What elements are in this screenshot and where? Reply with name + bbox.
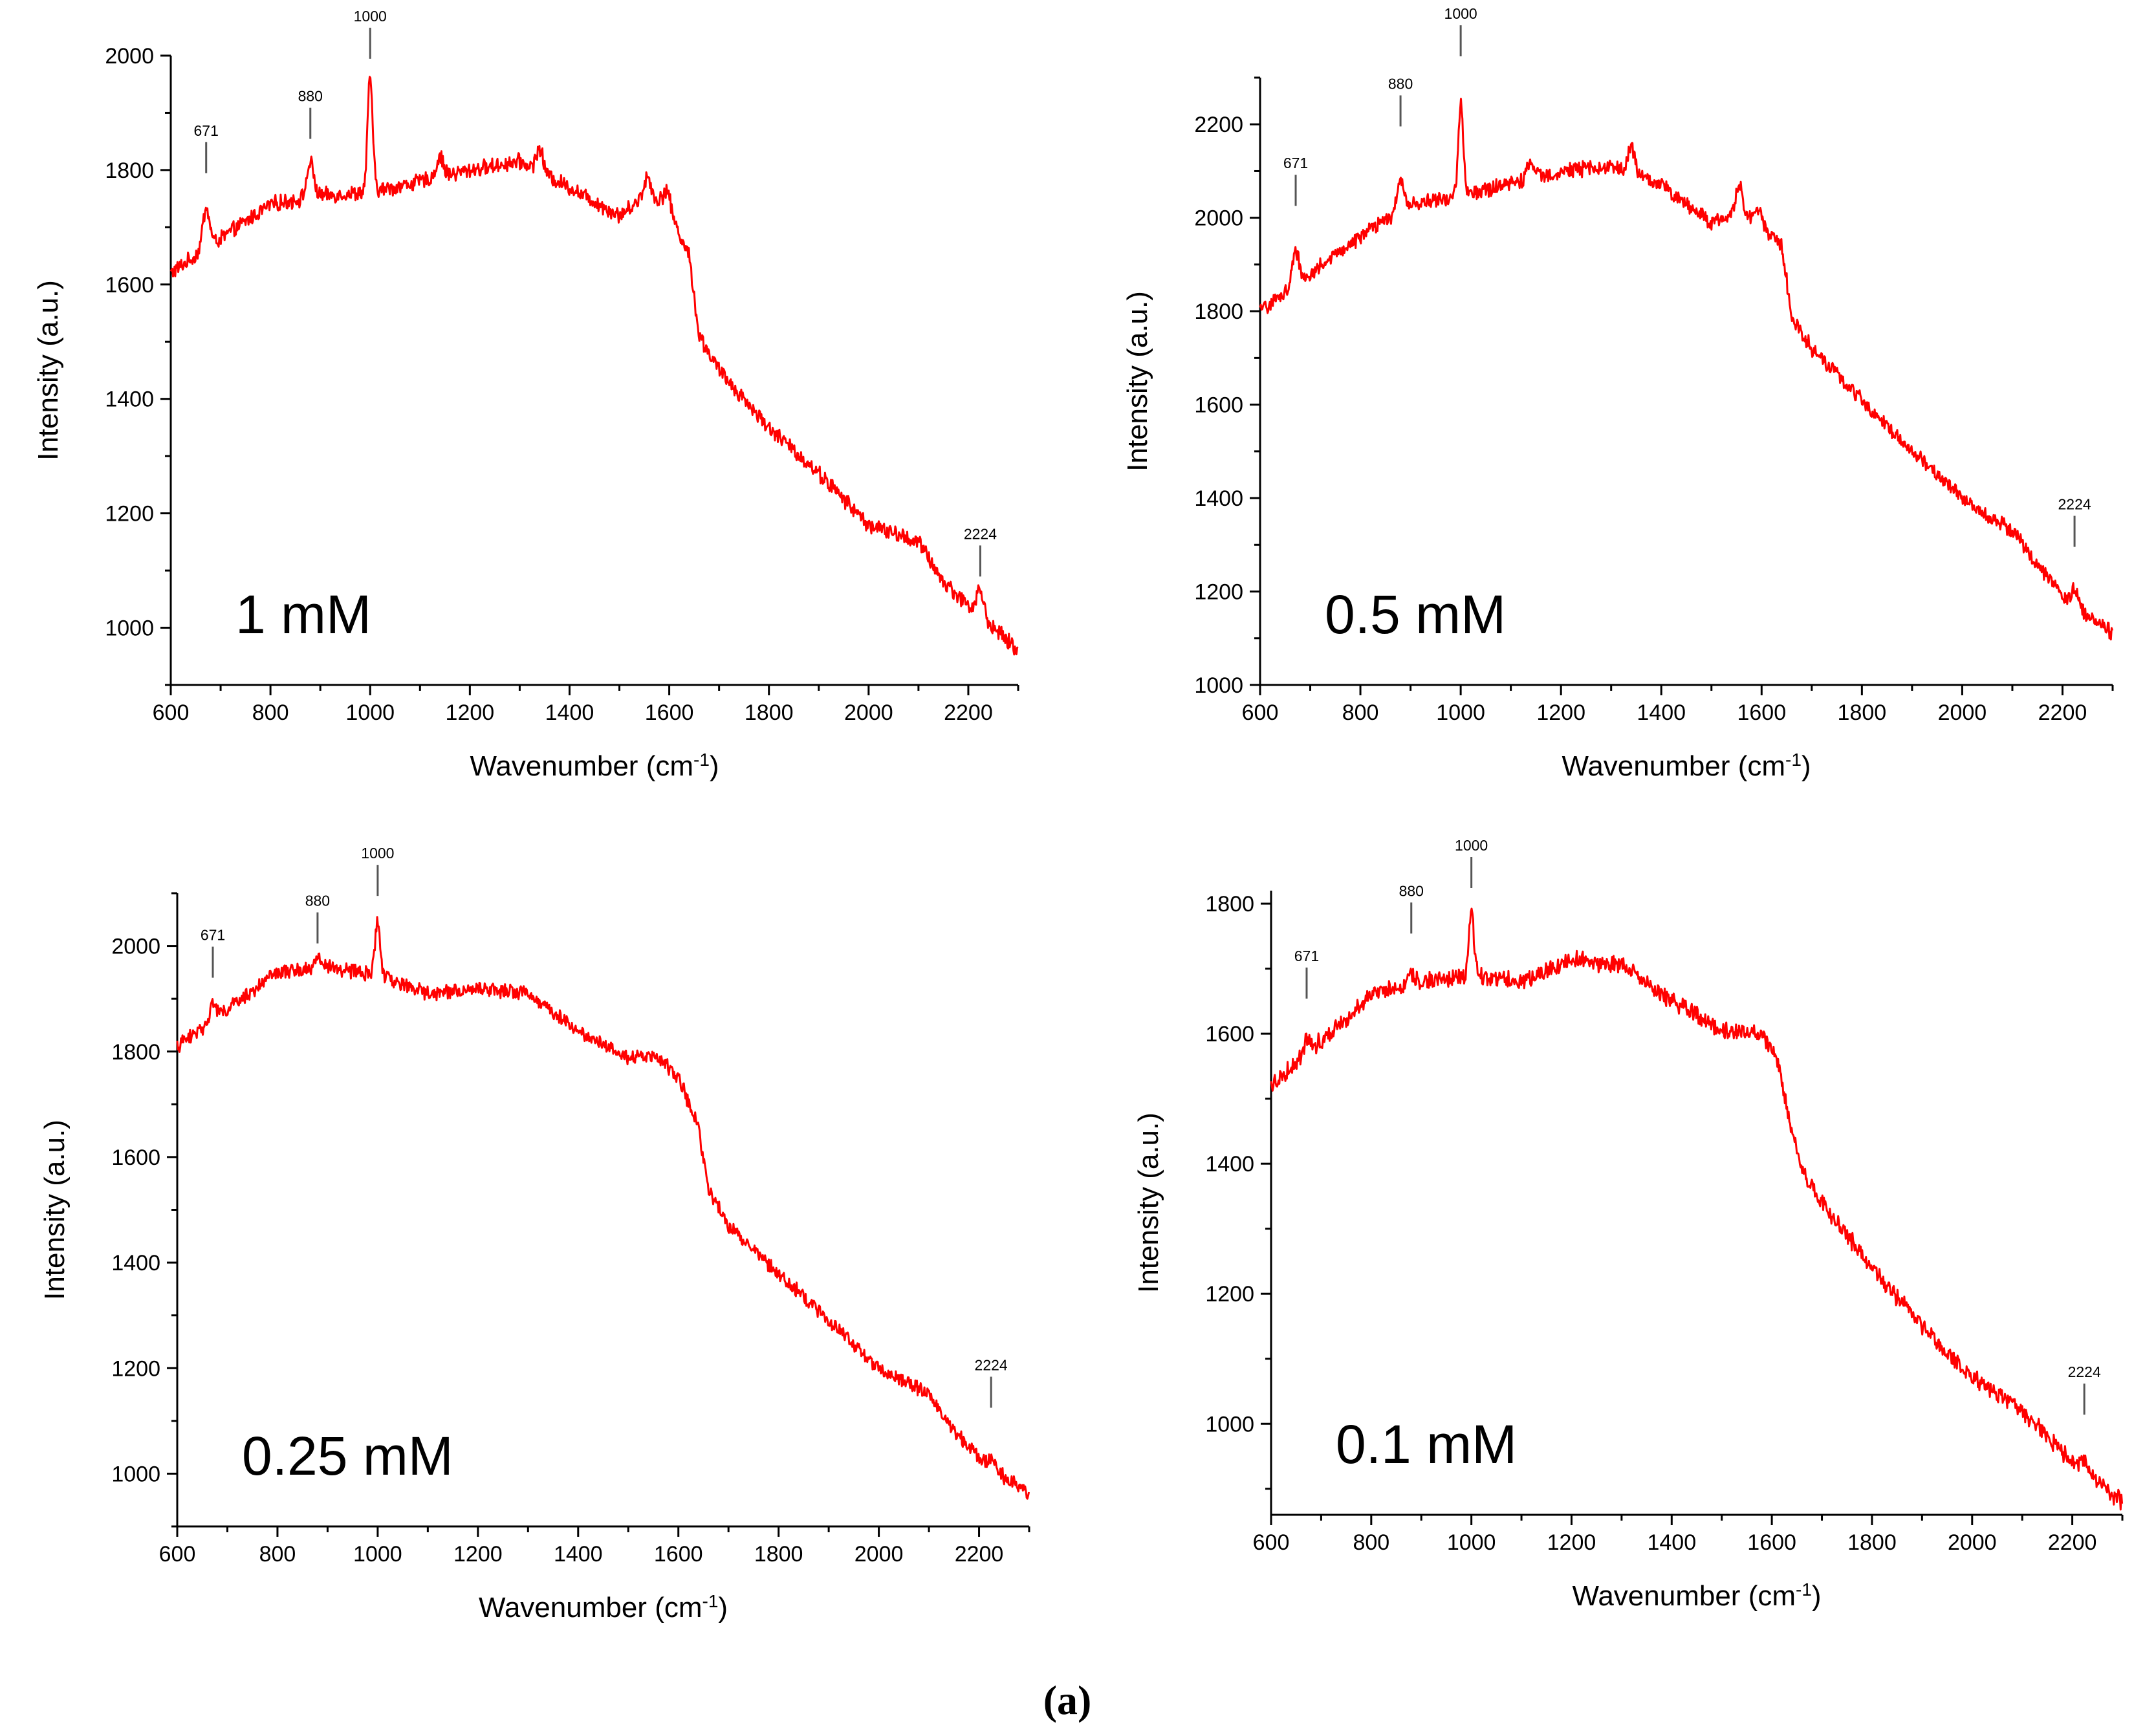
spectrum-line [1259,98,2114,641]
spectrum-line [169,76,1019,656]
spectrum-panel-3: 600 800 1000 1200 1400 1600 1800 2000 2200 1000 12… [1133,837,2124,1612]
peak-label: 1000 [1444,5,1477,22]
x-tick-label: 1200 [453,1542,503,1567]
y-axis-title: Intensity (a.u.) [1133,1112,1164,1293]
y-tick-label: 2000 [1194,206,1243,231]
x-tick-label: 2000 [1948,1530,1997,1555]
x-tick-label: 1000 [1436,700,1485,725]
x-tick-label: 1600 [1747,1530,1796,1555]
y-tick-label: 1400 [1205,1152,1254,1177]
peak-label: 2224 [2068,1363,2101,1380]
peak-label: 880 [305,893,330,909]
concentration-label: 0.25 mM [242,1426,453,1486]
x-tick-label: 800 [259,1542,296,1567]
y-tick-label: 1800 [1205,892,1254,917]
y-tick-label: 1000 [1194,673,1243,698]
x-tick-label: 1200 [446,700,495,725]
x-tick-label: 2000 [855,1542,904,1567]
y-tick-label: 1600 [1205,1022,1254,1047]
x-tick-label: 2000 [844,700,893,725]
x-tick-label: 2200 [944,700,993,725]
y-tick-label: 2000 [105,44,154,69]
y-tick-label: 1200 [111,1356,160,1381]
y-tick-label: 1400 [105,387,154,412]
x-tick-label: 1400 [1637,700,1686,725]
peak-label: 880 [298,88,323,105]
y-tick-label: 1800 [1194,299,1243,324]
x-tick-label: 1600 [654,1542,703,1567]
y-tick-label: 1200 [1205,1282,1254,1307]
spectrum-panel-0: 600 800 1000 1200 1400 1600 1800 2000 2200 1000 12… [32,8,1019,783]
x-tick-label: 1800 [745,700,794,725]
peak-label: 671 [201,927,225,944]
y-tick-label: 2200 [1194,113,1243,137]
peak-label: 1000 [354,8,387,25]
peak-label: 1000 [1455,837,1488,854]
peak-label: 671 [1294,948,1319,964]
x-tick-label: 600 [153,700,190,725]
x-tick-label: 1800 [1838,700,1887,725]
spectrum-panel-2: 600 800 1000 1200 1400 1600 1800 2000 2200 1000 12… [39,845,1030,1624]
x-tick-label: 800 [1353,1530,1389,1555]
x-tick-label: 1200 [1547,1530,1596,1555]
x-axis-title: Wavenumber (cm-1) [1572,1579,1821,1612]
peak-label: 2224 [975,1357,1008,1374]
peak-label: 2224 [964,525,997,542]
y-tick-label: 1000 [111,1462,160,1486]
x-tick-label: 2200 [955,1542,1004,1567]
x-tick-label: 2200 [2048,1530,2097,1555]
spectrum-line [176,916,1030,1500]
x-axis-title: Wavenumber (cm-1) [1562,750,1811,783]
x-tick-label: 1200 [1536,700,1585,725]
y-axis-title: Intensity (a.u.) [32,280,64,461]
x-tick-label: 1400 [545,700,594,725]
concentration-label: 0.1 mM [1336,1414,1517,1475]
concentration-label: 0.5 mM [1325,584,1506,645]
y-tick-label: 1600 [1194,393,1243,418]
y-tick-label: 1400 [111,1251,160,1275]
x-axis-title: Wavenumber (cm-1) [470,750,719,783]
y-tick-label: 1000 [105,616,154,641]
spectrum-panel-1: 600 800 1000 1200 1400 1600 1800 2000 2200 1000 12… [1122,5,2114,783]
x-tick-label: 1600 [1737,700,1786,725]
peak-label: 671 [194,122,219,139]
concentration-label: 1 mM [235,584,371,645]
y-tick-label: 1600 [111,1145,160,1170]
x-tick-label: 1000 [345,700,395,725]
y-tick-label: 1600 [105,273,154,298]
figure-caption: (a) [1043,1677,1092,1723]
x-tick-label: 1000 [1447,1530,1496,1555]
y-tick-label: 1200 [105,502,154,526]
x-tick-label: 1400 [554,1542,603,1567]
x-tick-label: 1400 [1647,1530,1696,1555]
x-axis-title: Wavenumber (cm-1) [479,1591,728,1624]
peak-label: 880 [1399,882,1424,899]
peak-label: 2224 [2058,496,2091,513]
y-tick-label: 1000 [1205,1412,1254,1437]
peak-label: 1000 [361,845,394,862]
y-tick-label: 2000 [111,935,160,959]
x-tick-label: 600 [159,1542,196,1567]
y-tick-label: 1800 [111,1040,160,1065]
x-tick-label: 1000 [353,1542,402,1567]
y-tick-label: 1800 [105,158,154,183]
y-axis-title: Intensity (a.u.) [1122,291,1153,472]
x-tick-label: 1800 [754,1542,803,1567]
x-tick-label: 2200 [2038,700,2087,725]
x-tick-label: 1800 [1847,1530,1897,1555]
x-tick-label: 2000 [1938,700,1987,725]
x-tick-label: 800 [1342,700,1379,725]
y-tick-label: 1400 [1194,486,1243,511]
peak-label: 880 [1388,75,1413,92]
x-tick-label: 600 [1253,1530,1290,1555]
y-tick-label: 1200 [1194,580,1243,605]
x-tick-label: 600 [1242,700,1279,725]
x-tick-label: 800 [252,700,289,725]
x-tick-label: 1600 [645,700,694,725]
peak-label: 671 [1283,155,1308,171]
spectrum-line [1270,907,2124,1511]
y-axis-title: Intensity (a.u.) [39,1120,71,1300]
